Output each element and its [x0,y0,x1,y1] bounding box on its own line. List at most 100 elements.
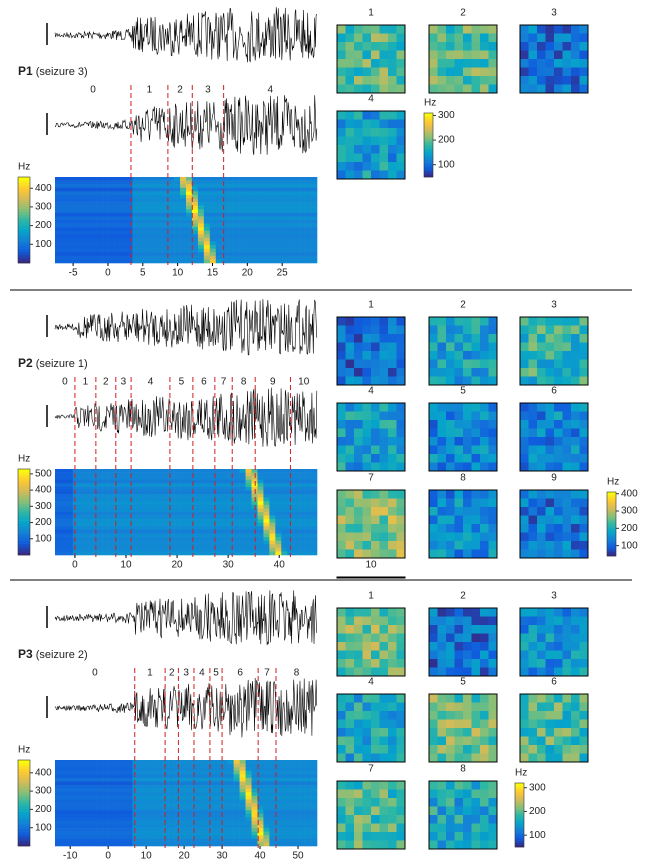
spectrogram-cell [203,237,211,242]
spectrogram-cell [257,519,264,524]
map-cell [388,420,397,429]
spectrogram-cell [60,220,68,224]
map-cell [388,25,397,34]
map-cell [379,136,389,146]
spectrogram-cell [203,227,211,232]
spectrogram-cell [233,817,240,822]
map-cell [362,437,372,446]
map-cell [379,532,389,542]
spectrogram-cell [108,799,115,804]
spectrogram-cell [203,194,211,199]
spectrogram-cell [96,237,103,242]
map-cell [371,59,380,68]
spectrogram-cell [257,497,264,502]
spectrogram-cell [168,259,175,264]
segment-label: 6 [237,668,243,679]
spectrogram-cell [102,191,109,196]
spectrogram-cell [126,497,133,502]
spectrogram-cell [60,194,68,199]
map-cell [480,736,489,746]
map-cell [388,162,397,171]
map-cell [345,702,355,712]
spectrogram-cell [311,813,318,818]
spectrogram-cell [114,777,121,782]
spectrogram-cell [305,255,312,260]
map-cell [371,84,380,93]
spectrogram-cell [55,842,62,847]
map-cell [571,524,580,533]
spectrogram-cell [263,184,270,189]
map-cell [337,351,346,360]
spectrogram-cell [299,469,306,473]
spectrogram-cell [197,184,205,189]
spectrogram-cell [72,259,80,264]
spectrogram-cell [180,785,187,789]
map-cell [371,462,380,471]
spectrogram-cell [281,248,288,253]
spectrogram-cell [72,537,80,541]
spectrogram-cell [126,184,133,189]
spectrogram-cell [186,177,193,181]
spectrogram-cell [126,220,133,224]
spectrogram-cell [144,777,151,782]
spectrogram-cell [102,248,109,253]
colorbar-cell [515,793,524,797]
spectrogram-cell [144,490,151,495]
spectrogram-cell [215,486,223,491]
map-cell [562,515,572,525]
spectrogram-cell [174,770,181,775]
map-cell [396,702,406,712]
spectrogram-cell [269,813,276,818]
colorbar-cell [515,819,524,822]
colorbar-cell [607,524,616,527]
map-cell [379,694,389,703]
map-cell [345,719,355,729]
spectrogram-cell [203,777,211,782]
map-cell [579,642,589,651]
spectrogram-cell [209,230,217,235]
spectrogram-cell [269,476,276,481]
spectrogram-cell [132,540,139,545]
segment-label: 4 [199,668,205,679]
spectrogram-cell [299,512,306,516]
spectrogram-cell [162,526,169,531]
map-cell [463,650,472,660]
map-cell [388,832,397,841]
map-cell [446,33,455,43]
map-cell [429,659,438,668]
spectrogram-cell [138,544,145,549]
spectrogram-cell [108,540,115,545]
spectrogram-cell [293,551,300,556]
spectrogram-cell [191,529,199,534]
map-cell [471,781,481,790]
spectrogram-cell [144,237,151,242]
map-cell [437,67,447,77]
map-cell [337,420,346,429]
spectrogram-cell [233,795,240,800]
spectrogram-cell [144,223,151,228]
spectrogram-cell [281,490,288,495]
spectrogram-cell [108,248,115,253]
spectrogram-cell [203,483,211,488]
map-cell [345,728,355,737]
map-cell [537,428,546,438]
colorbar-cell [18,503,30,507]
spectrogram-cell [156,187,163,192]
spectrogram-cell [299,526,306,531]
spectrogram-cell [191,220,199,224]
spectrogram-cell [221,476,228,481]
spectrogram-cell [311,191,318,196]
map-cell [571,342,580,352]
spectrogram-cell [299,817,306,822]
map-cell [362,642,372,651]
spectrogram-cell [168,255,175,260]
map-cell [437,462,447,471]
spectrogram-cell [287,220,294,224]
spectrogram-cell [114,202,121,206]
spectrogram-cell [227,540,234,545]
map-cell [437,840,447,849]
map-cell [362,76,372,85]
spectrogram-cell [126,817,133,822]
spectrogram-cell [144,547,151,552]
map-cell [354,694,363,703]
